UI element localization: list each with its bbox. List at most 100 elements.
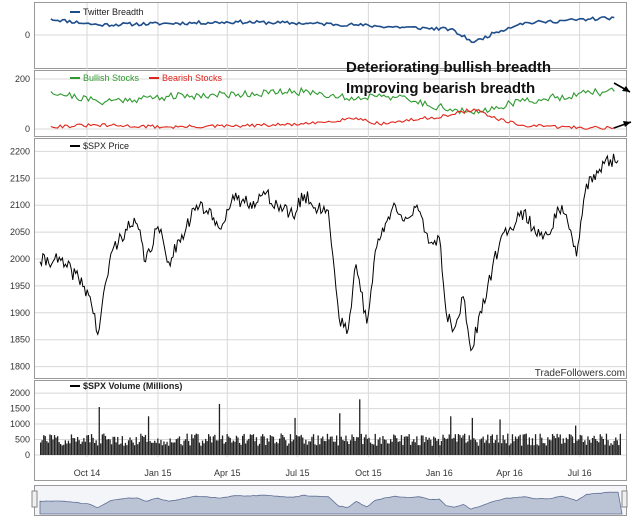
volume-bar xyxy=(73,438,76,455)
volume-bar xyxy=(245,443,247,455)
volume-bar xyxy=(234,441,236,455)
bearish-stocks-line xyxy=(50,108,615,130)
volume-bar xyxy=(548,439,551,455)
volume-bar xyxy=(194,434,196,455)
volume-bar xyxy=(578,439,580,455)
volume-bar xyxy=(157,438,159,455)
volume-bar xyxy=(547,437,549,455)
volume-bar xyxy=(95,440,97,455)
volume-bar xyxy=(248,438,250,455)
volume-bar xyxy=(149,441,151,455)
volume-bar xyxy=(134,445,136,455)
volume-bar xyxy=(517,436,520,455)
x-tick-label: Apr 15 xyxy=(214,468,241,478)
volume-bar xyxy=(534,434,537,455)
volume-bar xyxy=(319,444,321,455)
volume-bar xyxy=(237,437,239,455)
volume-bar xyxy=(294,417,296,455)
volume-bar xyxy=(484,442,486,455)
volume-bar xyxy=(391,441,393,455)
volume-bar xyxy=(89,442,91,455)
volume-bar xyxy=(262,434,264,455)
volume-bar xyxy=(172,442,174,455)
volume-bar xyxy=(285,440,287,455)
volume-bar xyxy=(505,443,507,455)
volume-bar xyxy=(123,445,125,455)
volume-bar xyxy=(101,434,103,455)
volume-bar xyxy=(269,435,271,455)
volume-bar xyxy=(121,436,123,455)
volume-bar xyxy=(508,445,510,455)
volume-bar xyxy=(215,440,218,455)
volume-bar xyxy=(277,443,279,455)
volume-bar xyxy=(174,442,176,455)
volume-bar xyxy=(371,443,373,455)
volume-bar xyxy=(588,440,591,455)
volume-bar xyxy=(470,439,472,455)
volume-bar xyxy=(249,434,251,455)
volume-bar xyxy=(81,441,83,455)
annotation-arrow-bearish xyxy=(613,121,632,129)
volume-bar xyxy=(66,443,68,455)
volume-bar xyxy=(516,438,518,455)
volume-bar xyxy=(450,416,452,455)
volume-bar xyxy=(570,434,572,455)
volume-bar xyxy=(283,437,285,455)
volume-bar xyxy=(411,441,413,455)
volume-bar xyxy=(75,441,77,455)
volume-bar xyxy=(599,434,601,455)
panel-breadth-frame xyxy=(34,70,627,137)
volume-bar xyxy=(292,439,295,455)
volume-bar xyxy=(144,434,147,455)
x-tick-label: Jul 15 xyxy=(285,468,309,478)
volume-bar xyxy=(104,435,107,455)
volume-bar xyxy=(507,433,509,455)
volume-bar xyxy=(109,439,111,455)
volume-bar xyxy=(107,439,110,455)
y-tick-label: 1900 xyxy=(10,308,30,318)
volume-bar xyxy=(55,437,57,455)
y-tick-label: 1000 xyxy=(10,419,30,429)
volume-bar xyxy=(397,441,399,455)
panel-volume-frame xyxy=(34,380,627,481)
volume-bar xyxy=(72,438,74,455)
volume-bar xyxy=(97,445,99,455)
volume-bar xyxy=(309,441,312,455)
volume-bar xyxy=(77,437,79,455)
volume-bar xyxy=(44,436,46,455)
volume-bar xyxy=(497,442,500,455)
volume-bar xyxy=(103,433,105,455)
navigator-series xyxy=(39,491,623,515)
volume-bar xyxy=(346,441,349,455)
volume-bar xyxy=(69,443,71,455)
volume-bar xyxy=(306,444,308,455)
volume-bar xyxy=(360,433,362,455)
volume-bar xyxy=(406,436,409,455)
volume-bar xyxy=(200,445,202,455)
navigator-left-handle[interactable] xyxy=(31,490,38,508)
volume-bar xyxy=(154,440,156,455)
volume-bar xyxy=(326,433,329,455)
volume-bar xyxy=(514,436,517,455)
volume-bar xyxy=(615,437,617,455)
volume-bar xyxy=(329,436,332,455)
volume-bar xyxy=(300,434,302,455)
volume-bars xyxy=(40,399,621,455)
volume-bar xyxy=(575,425,577,455)
volume-bar xyxy=(271,436,273,455)
volume-bar xyxy=(368,437,370,455)
volume-bar xyxy=(106,439,108,455)
volume-bar xyxy=(453,437,455,455)
volume-bar xyxy=(524,434,526,455)
volume-bar xyxy=(485,440,487,455)
volume-bar xyxy=(564,442,566,455)
y-tick-label: 0 xyxy=(25,450,30,460)
volume-bar xyxy=(447,438,449,455)
bearish-legend-label: Bearish Stocks xyxy=(162,73,223,83)
navigator-right-handle[interactable] xyxy=(621,490,628,508)
volume-bar xyxy=(369,442,372,455)
volume-bar xyxy=(605,433,608,455)
volume-bar xyxy=(299,436,301,455)
volume-bar xyxy=(117,437,119,455)
volume-bar xyxy=(168,445,170,455)
